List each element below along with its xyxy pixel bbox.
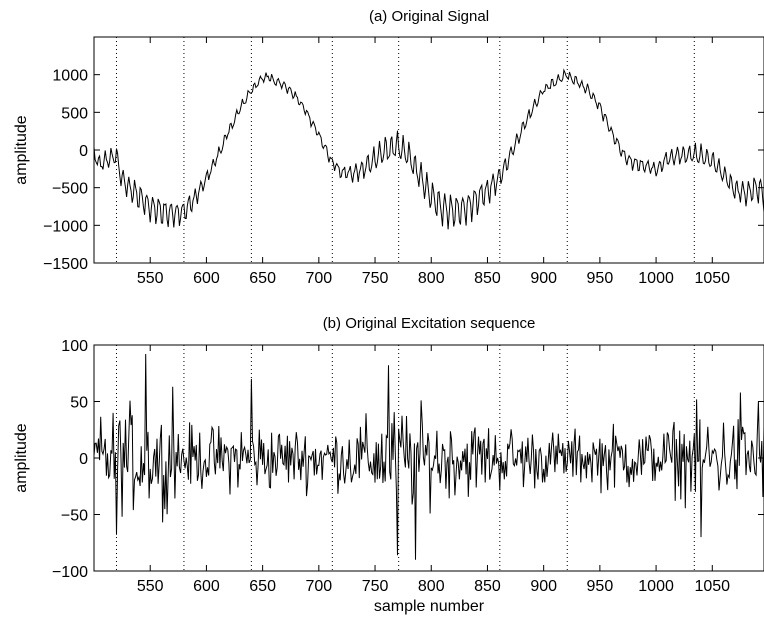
x-tick-label: 1000	[638, 270, 674, 287]
x-tick-label: 600	[193, 578, 220, 595]
x-tick-label: 1000	[638, 578, 674, 595]
chart-title: (a) Original Signal	[369, 8, 489, 25]
x-tick-label: 950	[587, 578, 614, 595]
panel-original-signal: (a) Original Signal amplitude −1500 −1000…	[13, 8, 764, 287]
x-tick-label: 1050	[694, 578, 730, 595]
y-tick-label: −500	[52, 181, 88, 198]
x-tick-label: 900	[530, 270, 557, 287]
y-ticks: −100 −50 0 50 100	[52, 338, 764, 581]
x-tick-label: 550	[137, 578, 164, 595]
y-tick-label: 100	[61, 338, 88, 355]
x-tick-label: 550	[137, 270, 164, 287]
y-tick-label: −1500	[43, 256, 88, 273]
plot-frame	[93, 36, 764, 264]
x-tick-label: 600	[193, 270, 220, 287]
y-tick-label: −1000	[43, 218, 88, 235]
x-ticks: 550 600 650 700 750 800 850 900 950 1000 1050	[137, 37, 730, 287]
x-tick-label: 700	[305, 578, 332, 595]
panel-excitation-sequence: (b) Original Excitation sequence amplitu…	[13, 315, 764, 615]
y-tick-label: −50	[61, 508, 88, 525]
y-axis-label: amplitude	[13, 115, 30, 184]
x-tick-label: 650	[249, 578, 276, 595]
x-tick-label: 800	[418, 270, 445, 287]
y-tick-label: 0	[79, 143, 88, 160]
x-tick-label: 900	[530, 578, 557, 595]
x-tick-label: 700	[305, 270, 332, 287]
y-tick-label: −100	[52, 564, 88, 581]
x-axis-label: sample number	[374, 598, 485, 615]
signal-line	[93, 68, 764, 230]
y-ticks: −1500 −1000 −500 0 500 1000	[43, 68, 764, 273]
y-axis-label: amplitude	[13, 423, 30, 492]
pitch-markers	[115, 37, 695, 263]
y-tick-label: 500	[61, 105, 88, 122]
x-tick-label: 1050	[694, 270, 730, 287]
x-tick-label: 850	[474, 578, 501, 595]
x-tick-label: 800	[418, 578, 445, 595]
chart-title: (b) Original Excitation sequence	[323, 315, 536, 332]
x-tick-label: 850	[474, 270, 501, 287]
x-tick-label: 650	[249, 270, 276, 287]
x-ticks: 550 600 650 700 750 800 850 900 950 1000 1050	[137, 345, 730, 595]
y-tick-label: 50	[70, 395, 88, 412]
excitation-line	[93, 353, 764, 560]
x-tick-label: 950	[587, 270, 614, 287]
y-tick-label: 0	[79, 451, 88, 468]
x-tick-label: 750	[362, 578, 389, 595]
y-tick-label: 1000	[52, 68, 88, 85]
x-tick-label: 750	[362, 270, 389, 287]
